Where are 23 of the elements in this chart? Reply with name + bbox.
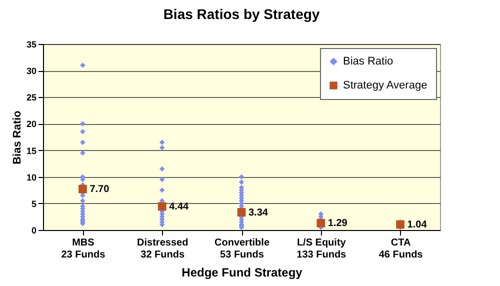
y-tick-label: 5 xyxy=(31,198,36,209)
x-axis-title: Hedge Fund Strategy xyxy=(182,266,303,280)
y-tick-label: 20 xyxy=(26,119,36,130)
x-tick-label: Distressed 32 Funds xyxy=(137,238,188,260)
data-label: 1.29 xyxy=(328,218,348,230)
y-axis-title: Bias Ratio xyxy=(11,110,24,164)
x-tick-label: MBS 23 Funds xyxy=(61,238,106,260)
legend-label: Bias Ratio xyxy=(343,56,394,68)
data-label: 3.34 xyxy=(248,207,268,218)
data-label: 4.44 xyxy=(169,201,189,212)
legend-label: Strategy Average xyxy=(343,80,428,92)
data-label: 1.04 xyxy=(407,219,428,230)
x-tick-label: Convertible 53 Funds xyxy=(214,238,270,260)
y-tick-label: 30 xyxy=(26,66,36,76)
y-tick-label: 10 xyxy=(26,172,36,182)
x-tick-label: CTA 46 Funds xyxy=(378,238,424,260)
y-tick-label: 35 xyxy=(26,40,36,50)
y-tick-label: 15 xyxy=(26,146,36,156)
x-tick-label: L/S Equity 133 Funds xyxy=(296,238,347,260)
chart-title: Bias Ratios by Strategy xyxy=(163,6,320,22)
data-label: 7.70 xyxy=(90,184,110,196)
y-tick-label: 0 xyxy=(31,226,36,236)
y-tick-label: 25 xyxy=(26,92,36,103)
